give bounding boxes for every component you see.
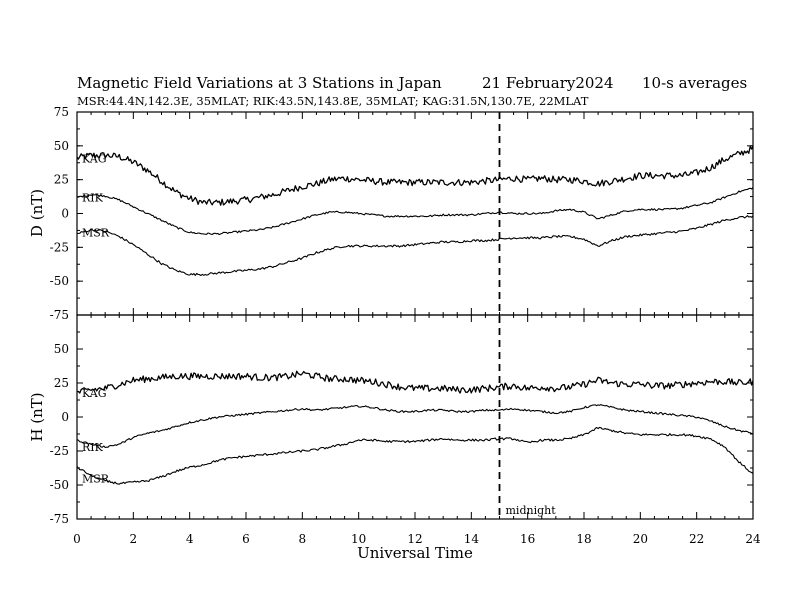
d-panel-ylabel: D (nT) xyxy=(28,189,46,237)
y-tick-label: 50 xyxy=(54,342,69,356)
h-panel-ylabel: H (nT) xyxy=(28,392,46,441)
x-tick-label: 20 xyxy=(633,532,648,546)
station-label-kag: KAG xyxy=(82,387,107,400)
y-tick-label: -25 xyxy=(50,240,69,254)
x-tick-label: 10 xyxy=(351,532,366,546)
y-tick-label: 75 xyxy=(54,105,69,119)
station-labels: KAG RIK MSR KAG RIK MSR xyxy=(82,152,110,485)
x-axis-label: Universal Time xyxy=(357,544,473,562)
y-tick-label: 0 xyxy=(61,410,69,424)
station-label-kag: KAG xyxy=(82,152,107,165)
x-tick-label: 4 xyxy=(186,532,194,546)
station-label-rik: RIK xyxy=(82,441,104,454)
x-tick-label: 24 xyxy=(745,532,761,546)
h-panel-frame xyxy=(76,314,754,520)
series-line-d-msr xyxy=(76,215,754,277)
station-coordinates: MSR:44.4N,142.3E, 35MLAT; RIK:43.5N,143.… xyxy=(77,94,589,108)
x-tick-label: 14 xyxy=(464,532,480,546)
y-tick-label: 50 xyxy=(54,139,69,153)
midnight-marker-label: midnight xyxy=(506,504,557,517)
series-lines xyxy=(76,145,754,485)
chart-date: 21 February2024 xyxy=(482,74,614,92)
x-tick-label: 12 xyxy=(407,532,422,546)
series-line-h-rik xyxy=(76,404,754,449)
station-label-msr: MSR xyxy=(82,227,110,240)
series-line-d-kag xyxy=(76,145,754,206)
series-line-h-msr xyxy=(76,426,754,485)
y-tick-label: -50 xyxy=(50,478,69,492)
x-tick-label: 16 xyxy=(520,532,535,546)
station-label-rik: RIK xyxy=(82,192,104,205)
x-tick-label: 6 xyxy=(242,532,250,546)
y-tick-label: -75 xyxy=(50,308,69,322)
chart-averaging: 10-s averages xyxy=(642,74,747,92)
d-panel-frame xyxy=(76,111,754,316)
y-tick-label: -75 xyxy=(50,512,69,526)
station-label-msr: MSR xyxy=(82,472,110,485)
y-tick-label: -25 xyxy=(50,444,69,458)
series-line-h-kag xyxy=(77,370,754,394)
y-tick-label: 25 xyxy=(54,376,69,390)
x-tick-label: 8 xyxy=(299,532,307,546)
y-tick-label: 0 xyxy=(61,207,69,221)
y-tick-label: -50 xyxy=(50,274,69,288)
y-tick-label: 25 xyxy=(54,173,69,187)
series-line-d-rik xyxy=(76,187,754,236)
x-tick-label: 0 xyxy=(73,532,81,546)
x-tick-label: 2 xyxy=(130,532,138,546)
x-tick-label: 22 xyxy=(689,532,704,546)
x-tick-label: 18 xyxy=(576,532,591,546)
chart-title: Magnetic Field Variations at 3 Stations … xyxy=(77,74,442,92)
